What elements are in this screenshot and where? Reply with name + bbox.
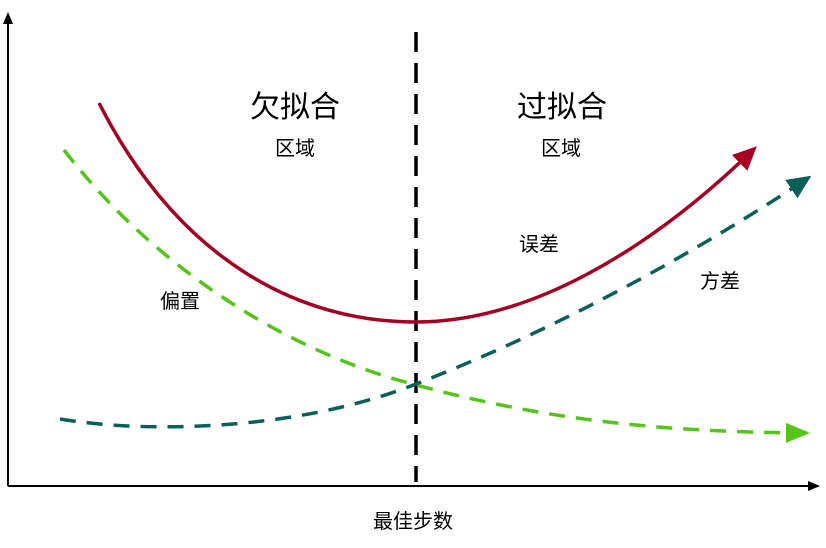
underfit-region-subtitle: 区域 — [275, 136, 315, 160]
error-curve — [97, 102, 757, 324]
bias-curve-label: 偏置 — [160, 289, 200, 313]
bias-curve — [62, 148, 810, 443]
overfit-region-subtitle: 区域 — [541, 136, 581, 160]
variance-curve — [59, 175, 812, 429]
error-curve-label: 误差 — [519, 232, 559, 256]
variance-curve-label: 方差 — [700, 269, 740, 293]
underfit-region-title: 欠拟合 — [250, 90, 340, 125]
overfit-region-title: 过拟合 — [517, 90, 607, 125]
x-axis-label: 最佳步数 — [373, 509, 453, 533]
